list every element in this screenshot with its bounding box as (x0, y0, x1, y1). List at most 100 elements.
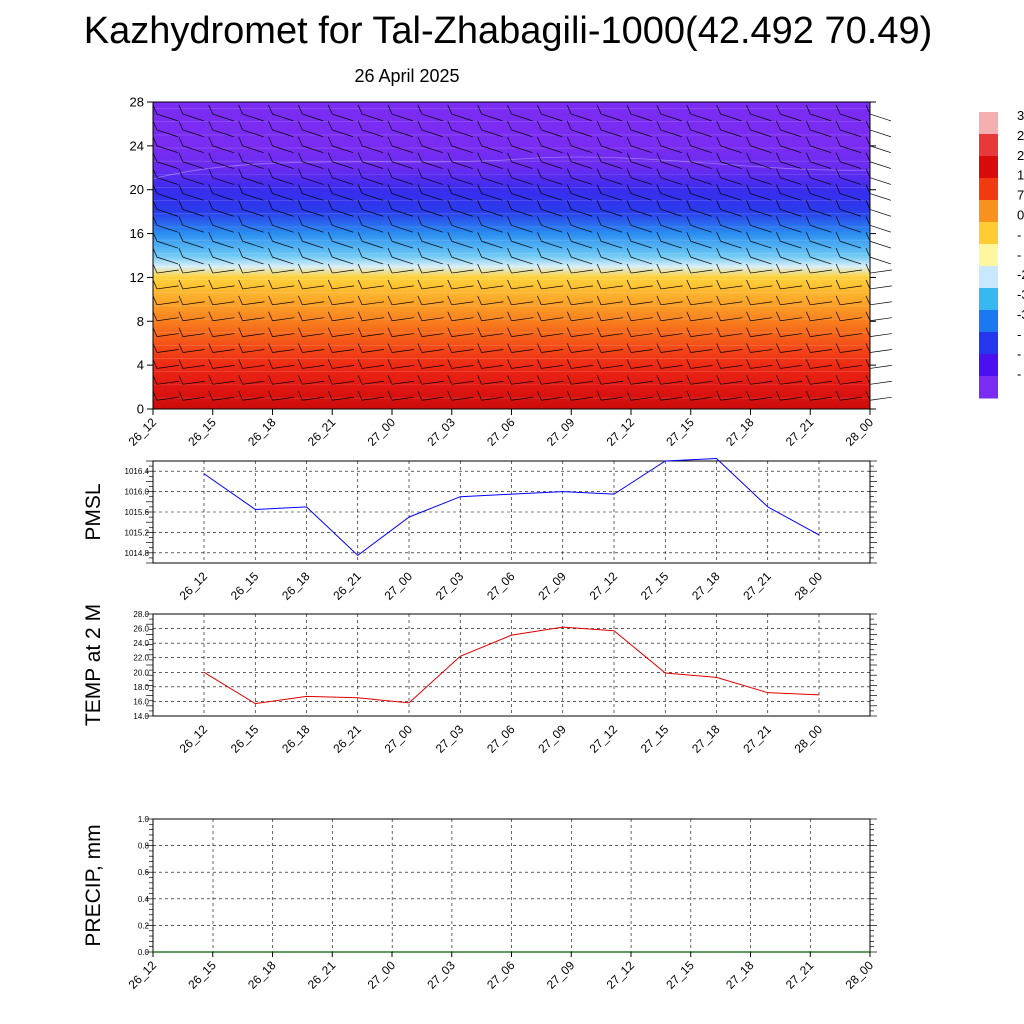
wind-barb (362, 269, 384, 274)
wind-barb-flag (178, 232, 184, 242)
wind-barb (242, 256, 264, 265)
x-tick-label: 27_09 (544, 958, 578, 992)
wind-barb-flag (477, 136, 482, 146)
wind-barb-flag (626, 152, 632, 162)
wind-barb-flag (208, 232, 214, 242)
y-tick-label: 20.0 (133, 668, 149, 677)
x-tick-label: 27_12 (587, 569, 621, 603)
wind-barb (332, 145, 354, 153)
wind-barb-flag (507, 311, 512, 321)
wind-barb (720, 380, 743, 385)
wind-barb-flag (686, 232, 692, 242)
wind-barb (571, 145, 593, 153)
wind-barb-flag (865, 327, 871, 337)
wind-barb (272, 193, 294, 201)
wind-barb-flag (357, 295, 363, 305)
y-tick-label: 0.4 (138, 895, 150, 904)
wind-barb-flag (238, 375, 243, 385)
y-tick-label: 16 (130, 226, 144, 241)
wind-barb-flag (596, 184, 602, 194)
wind-barb (212, 209, 234, 217)
wind-barb (332, 129, 354, 138)
wind-barb (362, 225, 384, 233)
wind-barb (840, 129, 862, 138)
wind-barb-flag (417, 104, 423, 115)
wind-barb (451, 129, 473, 138)
wind-barb-flag (716, 232, 721, 242)
wind-barb (182, 333, 205, 337)
wind-barb-flag (776, 391, 781, 401)
wind-barb-flag (327, 104, 333, 115)
wind-barb-flag (238, 359, 243, 369)
wind-barb (571, 193, 593, 201)
wind-barb-flag (357, 104, 363, 115)
wind-barb-flag (268, 136, 273, 146)
wind-barb-flag (865, 200, 871, 210)
wind-barb-flag (298, 279, 303, 290)
wind-barb (660, 129, 682, 138)
wind-barb (182, 113, 204, 122)
wind-barb-flag (626, 279, 632, 290)
wind-barb-flag (566, 200, 572, 210)
wind-barb-flag (417, 136, 423, 146)
wind-barb (302, 209, 324, 217)
wind-barb (571, 113, 593, 122)
wind-barb (156, 365, 179, 369)
wind-barb (810, 113, 832, 122)
colorbar-label: -3 (1017, 287, 1024, 302)
wind-barb (182, 301, 205, 306)
wind-barb (869, 161, 892, 169)
wind-barb (690, 225, 712, 233)
x-tick-label: 27_15 (663, 415, 697, 449)
wind-barb-flag (477, 120, 482, 131)
x-tick-label: 26_18 (245, 415, 279, 449)
wind-barb-flag (507, 279, 512, 290)
wind-barb (212, 317, 235, 322)
wind-barb-flag (746, 120, 751, 131)
wind-barb (810, 209, 832, 217)
wind-barb-flag (835, 104, 841, 115)
colorbar-swatch (979, 156, 998, 179)
wind-barb-flag (387, 327, 393, 337)
wind-barb (810, 193, 832, 201)
wind-barb (272, 240, 294, 249)
wind-barb (362, 113, 384, 122)
wind-barb-flag (686, 375, 692, 385)
wind-barb-flag (417, 200, 423, 210)
wind-barb-flag (865, 311, 871, 321)
wind-barb (421, 161, 443, 169)
wind-barb-flag (208, 152, 214, 162)
x-tick-label: 26_21 (330, 722, 364, 756)
wind-barb-flag (357, 343, 363, 353)
y-tick-label: 0.2 (138, 921, 150, 930)
wind-barb-flag (387, 295, 393, 305)
wind-barb (601, 113, 623, 122)
wind-barb (332, 269, 355, 274)
wind-barb (481, 129, 503, 138)
temp-panel: 14.0 16.0 18.0 20.0 22.0 24.0 26.0 28.0 26_12 26_… (82, 604, 877, 756)
wind-barb (810, 333, 833, 337)
wind-barb-flag (357, 152, 363, 162)
wind-barb (481, 269, 504, 274)
colorbar-label: 0 (1017, 207, 1024, 222)
x-tick-label: 26_21 (305, 958, 339, 992)
wind-barb (869, 145, 892, 153)
wind-barb-flag (387, 343, 393, 353)
wind-barb-flag (746, 263, 751, 274)
wind-barb-flag (776, 200, 781, 210)
colorbar-swatch (979, 222, 998, 245)
wind-barb (212, 349, 235, 353)
wind-barb-flag (178, 327, 184, 337)
wind-barb (421, 225, 443, 233)
wind-barb (660, 396, 683, 401)
wind-barb-flag (716, 311, 721, 321)
wind-barb-flag (208, 120, 214, 131)
wind-barb-flag (537, 279, 542, 290)
wind-barb (720, 317, 743, 322)
wind-barb (541, 269, 564, 274)
wind-barb (481, 240, 503, 249)
wind-barb-flag (716, 136, 721, 146)
wind-barb (242, 177, 264, 185)
wind-barb (840, 240, 862, 249)
wind-barb (511, 365, 534, 369)
